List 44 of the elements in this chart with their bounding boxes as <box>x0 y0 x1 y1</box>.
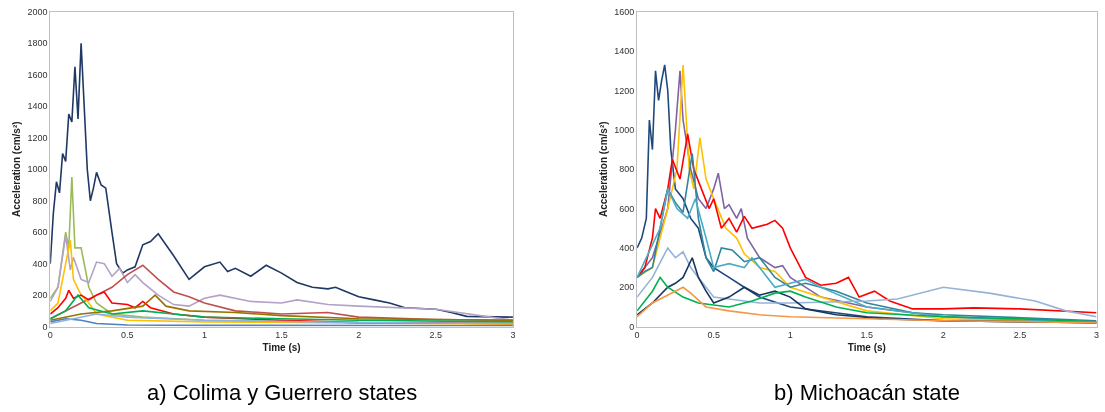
y-tick-label: 400 <box>32 258 48 269</box>
x-tick-label: 3 <box>510 330 516 341</box>
y-tick-label: 2000 <box>27 6 48 17</box>
y-tick-label: 600 <box>32 227 48 238</box>
y-axis-title: Acceleration (cm/s²) <box>11 121 23 218</box>
y-tick-label: 1000 <box>614 125 635 136</box>
y-tick-label: 1400 <box>614 46 635 57</box>
x-tick-label: 1.5 <box>860 330 874 341</box>
line-series <box>637 286 1097 324</box>
y-tick-label: 1200 <box>27 132 48 143</box>
line-series <box>637 247 1097 318</box>
x-tick-label: 2 <box>940 330 946 341</box>
y-tick-label: 1800 <box>27 38 48 49</box>
y-tick-label: 800 <box>619 164 635 175</box>
y-tick-label: 600 <box>619 203 635 214</box>
x-tick-label: 0.5 <box>121 330 134 341</box>
y-tick-label: 1000 <box>27 164 48 175</box>
x-tick-label: 1 <box>201 330 207 341</box>
text: a) Colima y Guerrero states <box>147 380 418 405</box>
x-tick-label: 1.5 <box>275 330 288 341</box>
y-tick-label: 1600 <box>614 6 635 17</box>
y-tick-label: 200 <box>619 282 635 293</box>
x-tick-label: 2.5 <box>429 330 443 341</box>
x-axis-title: Time (s) <box>262 341 301 353</box>
x-tick-label: 2.5 <box>1013 330 1027 341</box>
line-series <box>50 42 513 318</box>
y-axis-title: Acceleration (cm/s²) <box>598 121 610 218</box>
y-tick-label: 0 <box>629 321 635 332</box>
x-tick-label: 3 <box>1094 330 1100 341</box>
x-axis-title: Time (s) <box>847 341 886 353</box>
y-tick-label: 1400 <box>27 101 48 112</box>
y-tick-label: 1200 <box>614 85 635 96</box>
text: b) Michoacán state <box>774 380 960 405</box>
x-tick-label: 0.5 <box>707 330 720 341</box>
y-tick-label: 1600 <box>27 69 48 80</box>
line-series <box>637 276 1097 323</box>
y-tick-label: 800 <box>32 195 48 206</box>
x-tick-label: 1 <box>787 330 793 341</box>
line-series <box>50 317 513 327</box>
line-series <box>50 313 513 325</box>
x-tick-label: 2 <box>356 330 362 341</box>
y-tick-label: 0 <box>42 321 48 332</box>
y-tick-label: 400 <box>619 243 635 254</box>
y-tick-label: 200 <box>32 290 48 301</box>
